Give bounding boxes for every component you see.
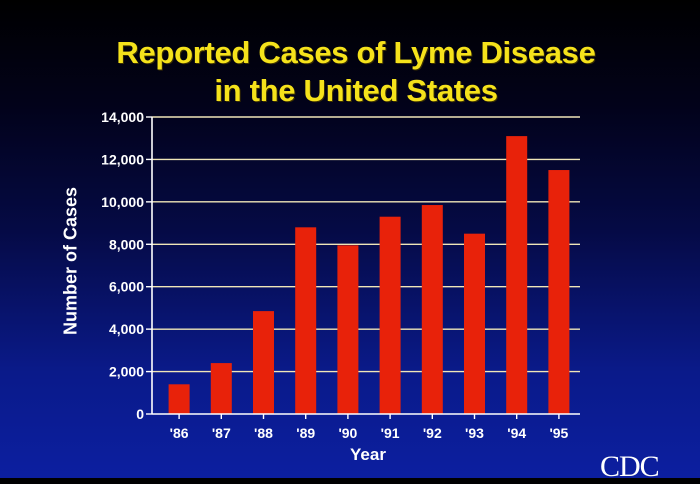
x-tick-label: '94 [507, 425, 526, 441]
x-tick-label: '91 [381, 425, 400, 441]
bar [379, 216, 401, 414]
y-tick-label: 4,000 [109, 321, 144, 337]
chart-title-line-2: in the United States [214, 73, 498, 108]
bar [253, 311, 274, 414]
bar [210, 363, 232, 414]
bar [548, 170, 570, 414]
y-tick-label: 0 [136, 406, 144, 422]
x-tick-label: '92 [423, 425, 442, 441]
x-tick-label: '90 [338, 425, 357, 441]
bar [295, 227, 317, 414]
y-axis-label: Number of Cases [60, 186, 81, 336]
y-tick-label: 8,000 [109, 236, 144, 252]
x-tick-label: '88 [254, 425, 273, 441]
axes [146, 116, 580, 419]
x-tick-label: '95 [549, 425, 568, 441]
bar [464, 233, 485, 414]
bar [337, 245, 359, 414]
bar [168, 384, 190, 414]
x-axis-label: Year [350, 445, 386, 464]
x-tick-label: '86 [170, 425, 189, 441]
y-tick-label: 6,000 [109, 279, 144, 295]
bars [168, 136, 570, 415]
x-tick-label: '93 [465, 425, 484, 441]
cdc-logo: CDC [600, 450, 660, 483]
chart-title: Reported Cases of Lyme Disease in the Un… [0, 34, 700, 110]
chart-title-line-1: Reported Cases of Lyme Disease [116, 35, 596, 70]
x-tick-labels: '86 '87 '88 '89 '90 '91 '92 '93 '94 '95 [170, 425, 569, 441]
x-tick-label: '87 [212, 425, 231, 441]
bar [506, 136, 528, 415]
x-tick-label: '89 [296, 425, 315, 441]
y-tick-label: 2,000 [109, 364, 144, 380]
y-tick-label: 12,000 [101, 151, 144, 167]
y-tick-labels: 0 2,000 4,000 6,000 8,000 10,000 12,000 14,000 [101, 109, 144, 422]
y-tick-label: 14,000 [101, 109, 144, 125]
y-tick-label: 10,000 [101, 194, 144, 210]
bar [421, 205, 443, 414]
